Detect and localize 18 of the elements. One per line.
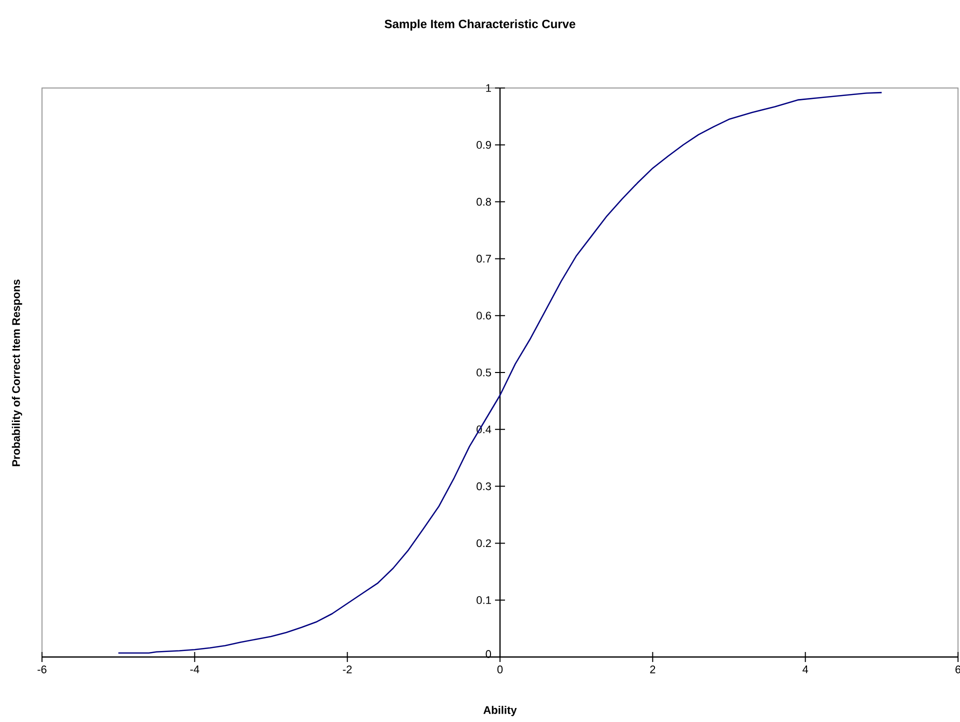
y-tick-label: 0.2 [476, 539, 491, 548]
y-tick-label: 0.6 [476, 312, 491, 320]
x-tick-label: -6 [38, 666, 46, 674]
x-tick-label: -2 [342, 666, 352, 674]
x-tick-label: 0 [497, 666, 503, 674]
x-axis-title: Ability [483, 706, 517, 716]
x-tick-label: 4 [802, 666, 808, 674]
chart-title: Sample Item Characteristic Curve [384, 19, 576, 31]
x-tick-label: -4 [190, 666, 200, 674]
y-tick-label: 0.9 [476, 141, 491, 149]
x-tick-label: 2 [650, 666, 656, 674]
y-tick-label: 0.3 [476, 482, 491, 490]
y-tick-label: 0.1 [476, 596, 491, 604]
y-tick-label: 0.7 [476, 254, 491, 263]
y-tick-label: 0.5 [476, 368, 492, 376]
y-tick-label: 1 [486, 84, 491, 92]
y-tick-label: 0.8 [476, 198, 491, 206]
y-axis-title: Probability of Correct Item Respons [12, 280, 22, 466]
